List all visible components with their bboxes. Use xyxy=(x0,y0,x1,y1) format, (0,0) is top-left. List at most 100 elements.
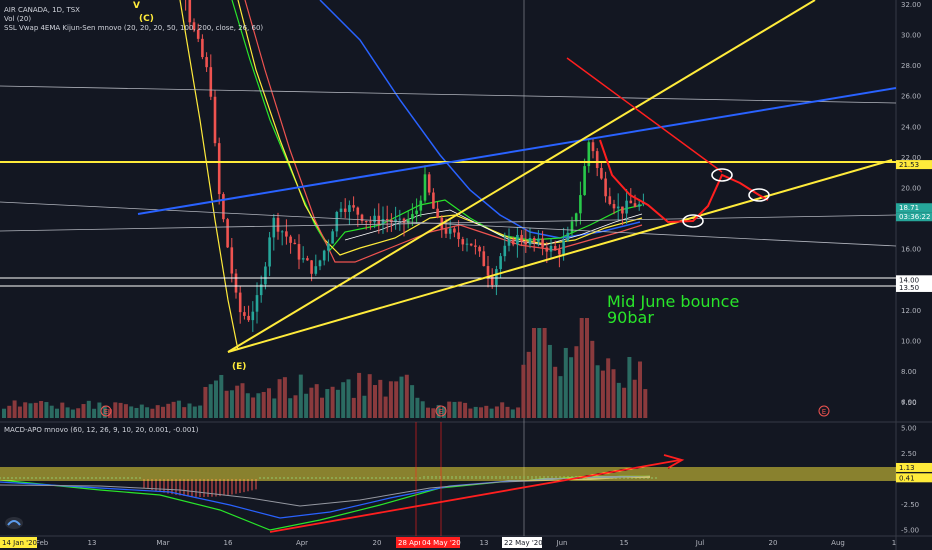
volume-bar xyxy=(452,401,457,418)
macd-tick-label: 2.50 xyxy=(901,450,917,458)
volume-bar xyxy=(70,409,75,418)
candle-body xyxy=(339,208,343,212)
candle-body xyxy=(201,38,204,58)
volume-bar xyxy=(632,379,637,418)
candle-body xyxy=(432,192,435,209)
candle-body xyxy=(574,213,578,222)
volume-bars xyxy=(2,318,648,418)
volume-bar xyxy=(351,397,356,418)
candle-body xyxy=(490,275,494,285)
candle-body xyxy=(369,221,372,223)
volume-bar xyxy=(479,407,483,418)
volume-bar xyxy=(123,404,128,418)
candle-body xyxy=(482,251,486,267)
candle-body xyxy=(335,211,339,232)
time-tick-label: 15 xyxy=(620,539,629,547)
time-highlight-label: 04 May '20 xyxy=(422,539,461,547)
volume-bar xyxy=(150,408,155,418)
volume-bar xyxy=(86,400,91,418)
macd-tick-label: -2.50 xyxy=(901,501,919,509)
macd-tick-label: 5.00 xyxy=(901,425,917,433)
candle-body xyxy=(516,234,519,245)
price-tick-label: 26.00 xyxy=(901,93,921,101)
price-tick-label: 10.00 xyxy=(901,338,921,346)
volume-bar xyxy=(367,374,372,418)
wave-label-v: V xyxy=(133,1,140,11)
volume-bar xyxy=(616,382,621,418)
price-label-box xyxy=(896,203,932,213)
volume-bar xyxy=(277,379,282,418)
volume-bar xyxy=(81,404,86,418)
macd-indicator-label: MACD-APO mnovo (60, 12, 26, 9, 10, 20, 0… xyxy=(4,426,199,434)
candle-body xyxy=(503,245,507,257)
time-tick-label: 13 xyxy=(480,539,489,547)
volume-bar xyxy=(145,407,150,418)
volume-bar xyxy=(76,408,81,418)
price-label-box xyxy=(896,275,932,285)
candle-body xyxy=(192,22,196,30)
volume-bar xyxy=(404,374,409,418)
volume-bar xyxy=(39,400,44,418)
time-tick-label: Jul xyxy=(695,539,705,547)
candle-body xyxy=(222,194,225,220)
volume-bar xyxy=(335,389,340,418)
projection-pivot-marker xyxy=(711,168,733,182)
time-tick-label: Apr xyxy=(296,539,308,547)
candle-body xyxy=(251,311,255,321)
volume-bar xyxy=(394,381,399,418)
volume-bar xyxy=(314,384,319,418)
candle-body xyxy=(612,204,616,209)
candle-body xyxy=(322,250,326,261)
earnings-markers: E E E xyxy=(100,405,830,417)
candle-body xyxy=(583,166,586,196)
candle-body xyxy=(600,168,603,179)
volume-bar xyxy=(595,365,600,418)
price-tick-label: 30.00 xyxy=(901,32,921,40)
trendline-yellow-steep xyxy=(227,0,816,353)
volume-bar xyxy=(219,374,224,418)
macd-label-box xyxy=(896,473,932,483)
candle-body xyxy=(234,273,238,293)
volume-bar xyxy=(500,402,505,418)
candle-body xyxy=(528,237,532,245)
red-projection-path xyxy=(599,139,769,224)
price-label-value: 03:36:22 xyxy=(899,213,930,221)
price-label-value: 14.00 xyxy=(899,276,919,284)
macd-label-value: 1.13 xyxy=(899,464,915,472)
macd-tick-label: -5.00 xyxy=(901,527,919,535)
time-tick-label: Mar xyxy=(156,539,169,547)
volume-bar xyxy=(60,402,65,418)
macd-red-trendline xyxy=(269,459,681,533)
time-tick-label: Feb xyxy=(36,539,49,547)
volume-bar xyxy=(537,328,542,418)
time-highlight-box xyxy=(420,537,460,548)
volume-bar xyxy=(611,369,616,418)
volume-bar xyxy=(214,380,218,418)
volume-bar xyxy=(569,357,574,418)
macd-red-arrowhead xyxy=(663,454,685,469)
volume-indicator-label: Vol (20) xyxy=(4,15,32,23)
volume-bar xyxy=(489,408,494,418)
volume-bar xyxy=(33,402,38,418)
wave-label-e: (E) xyxy=(232,362,246,372)
wave-label-c: (C) xyxy=(139,14,154,24)
volume-bar xyxy=(65,407,70,418)
candle-body xyxy=(495,269,498,285)
macd-tick-label: 7.50 xyxy=(901,399,917,407)
candle-body xyxy=(301,258,305,260)
volume-bar xyxy=(23,402,28,418)
candle-body xyxy=(196,29,200,39)
volume-bar xyxy=(378,379,383,418)
time-tick-label: 20 xyxy=(373,539,382,547)
annotation-line-1: Mid June bounce xyxy=(607,292,740,311)
volume-bar xyxy=(320,397,324,418)
volume-bar xyxy=(410,385,415,418)
volume-bar xyxy=(229,390,234,418)
tradingview-logo-icon[interactable] xyxy=(4,514,24,530)
chart-title: AIR CANADA, 1D, TSX xyxy=(4,6,80,14)
volume-bar xyxy=(139,404,144,418)
price-tick-label: 8.00 xyxy=(901,368,917,376)
time-highlight-label: 14 Jan '20 xyxy=(2,539,37,547)
candle-body xyxy=(209,67,213,97)
